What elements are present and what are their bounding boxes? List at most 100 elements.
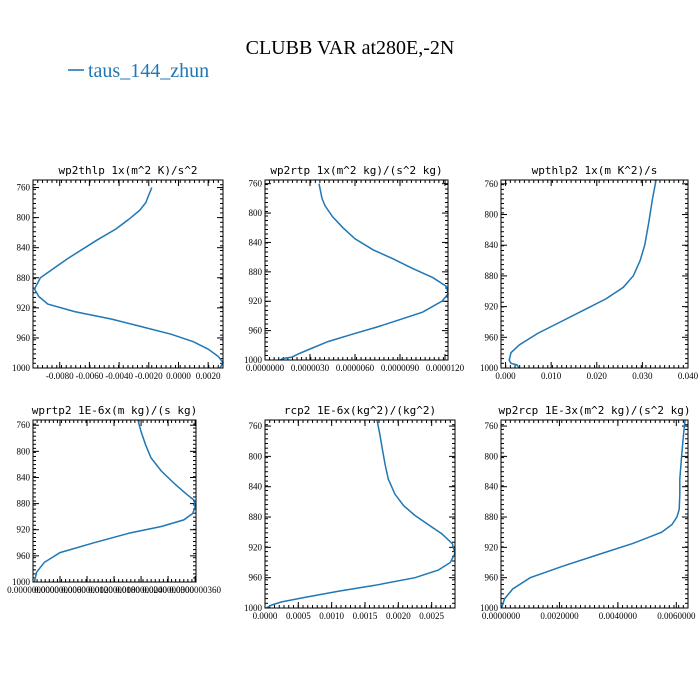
- y-tick-label: 1000: [480, 363, 499, 373]
- y-tick-label: 840: [17, 243, 31, 253]
- y-tick-label: 840: [17, 472, 31, 482]
- x-tick-label: 0.0000000: [246, 363, 285, 373]
- panel-6: wp2rcp 1E-3x(m^2 kg)/(s^2 kg) 760 800 840 88…: [480, 404, 696, 621]
- y-tick-label: 960: [485, 332, 499, 342]
- x-tick-label: 0.0000090: [381, 363, 420, 373]
- series-line: [265, 419, 456, 609]
- series-line: [33, 187, 224, 369]
- panel-title: rcp2 1E-6x(kg^2)/(kg^2): [284, 404, 436, 417]
- y-tick-label: 800: [17, 213, 31, 223]
- minor-ticks: [264, 419, 456, 609]
- panel-title: wpthlp2 1x(m K^2)/s: [532, 164, 658, 177]
- y-tick-label: 960: [485, 573, 499, 583]
- x-tick-label: 0.0020: [386, 611, 411, 621]
- series-line: [500, 419, 686, 609]
- y-tick-label: 800: [249, 208, 263, 218]
- panels-group: wp2thlp 1x(m^2 K)/s^2 760 800 840 880 920 960 1…: [7, 164, 699, 621]
- y-tick-label: 880: [249, 512, 263, 522]
- x-tick-label: 0.0000000: [482, 611, 521, 621]
- y-tick-label: 840: [485, 482, 499, 492]
- y-tick-label: 960: [17, 551, 31, 561]
- y-tick-label: 800: [485, 210, 499, 220]
- panel-5: rcp2 1E-6x(kg^2)/(kg^2) 760 800 840 880 920 96…: [244, 404, 456, 621]
- minor-ticks: [500, 419, 689, 609]
- minor-ticks: [500, 179, 689, 369]
- x-tick-label: 0.0000000060: [34, 585, 86, 595]
- y-tick-label: 920: [17, 303, 31, 313]
- x-tick-label: 0.0000000360: [169, 585, 221, 595]
- panel-2: wp2rtp 1x(m^2 kg)/(s^2 kg) 760 800 840 880 92…: [244, 164, 465, 373]
- y-tick-label: 880: [485, 512, 499, 522]
- x-tick-label: 0.030: [632, 371, 653, 381]
- x-tick-label: 0.0000: [166, 371, 191, 381]
- x-tick-label: 0.0000000300: [142, 585, 194, 595]
- y-tick-label: 1000: [12, 363, 31, 373]
- y-tick-label: 920: [249, 296, 263, 306]
- x-tick-label: 0.040: [678, 371, 699, 381]
- x-tick-label: 0.0040000: [599, 611, 638, 621]
- axes-frame: [32, 419, 197, 583]
- x-tick-label: 0.0000000120: [61, 585, 113, 595]
- x-tick-label: 0.0025: [419, 611, 444, 621]
- y-tick-label: 960: [17, 333, 31, 343]
- y-tick-label: 1000: [480, 603, 499, 613]
- minor-ticks: [32, 419, 197, 583]
- panel-4: wprtp2 1E-6x(m kg)/(s kg)760 800 840 880 920…: [7, 404, 221, 595]
- y-tick-label: 1000: [244, 603, 263, 613]
- x-tick-label: 0.0000000180: [88, 585, 140, 595]
- minor-ticks: [32, 179, 224, 369]
- panel-3: wpthlp2 1x(m K^2)/s 760 800 840 880 920 960 100…: [480, 164, 699, 381]
- x-tick-label: 0.0020: [196, 371, 221, 381]
- y-tick-label: 800: [485, 451, 499, 461]
- x-tick-label: -0.0080: [46, 371, 74, 381]
- y-tick-label: 960: [249, 573, 263, 583]
- panel-title: wp2thlp 1x(m^2 K)/s^2: [58, 164, 197, 177]
- y-tick-label: 760: [249, 421, 263, 431]
- x-tick-label: 0.0005: [286, 611, 311, 621]
- x-tick-label: -0.0060: [76, 371, 104, 381]
- y-tick-label: 800: [249, 451, 263, 461]
- y-tick-label: 880: [485, 271, 499, 281]
- y-tick-label: 760: [485, 179, 499, 189]
- x-tick-label: 0.0015: [353, 611, 378, 621]
- x-tick-label: 0.0010: [319, 611, 344, 621]
- x-tick-label: 0.0000: [253, 611, 278, 621]
- x-tick-label: 0.0000120: [426, 363, 465, 373]
- axes-frame: [500, 179, 689, 369]
- legend-label: taus_144_zhun: [88, 60, 209, 82]
- y-tick-label: 920: [17, 525, 31, 535]
- y-tick-label: 880: [17, 273, 31, 283]
- x-tick-label: 0.0000000240: [115, 585, 167, 595]
- x-tick-label: -0.0040: [105, 371, 133, 381]
- y-tick-label: 760: [485, 421, 499, 431]
- series-line: [33, 419, 196, 583]
- panel-title: wp2rcp 1E-3x(m^2 kg)/(s^2 kg): [498, 404, 690, 417]
- figure-title: CLUBB VAR at280E,-2N: [246, 37, 455, 59]
- y-tick-label: 1000: [244, 355, 263, 365]
- y-tick-label: 840: [485, 240, 499, 250]
- panel-1: wp2thlp 1x(m^2 K)/s^2 760 800 840 880 920 960 1…: [12, 164, 224, 381]
- x-tick-label: 0.0000030: [291, 363, 330, 373]
- x-tick-label: 0.0000060: [336, 363, 375, 373]
- y-tick-label: 800: [17, 446, 31, 456]
- x-tick-label: 0.0060000: [657, 611, 696, 621]
- axes-frame: [264, 179, 449, 361]
- y-tick-label: 760: [249, 179, 263, 189]
- y-tick-label: 960: [249, 326, 263, 336]
- series-line: [279, 183, 449, 361]
- y-tick-label: 920: [485, 302, 499, 312]
- x-tick-label: 0.020: [587, 371, 608, 381]
- x-tick-label: 0.010: [541, 371, 562, 381]
- x-tick-label: 0.000: [495, 371, 516, 381]
- x-tick-label: 0.0020000: [540, 611, 579, 621]
- y-tick-label: 920: [249, 542, 263, 552]
- y-tick-label: 760: [17, 420, 31, 430]
- x-tick-label: -0.0020: [135, 371, 163, 381]
- axes-frame: [32, 179, 224, 369]
- y-tick-label: 920: [485, 542, 499, 552]
- y-tick-label: 880: [249, 267, 263, 277]
- axes-frame: [264, 419, 456, 609]
- y-tick-label: 880: [17, 499, 31, 509]
- x-tick-label: 0.0000000000: [7, 585, 59, 595]
